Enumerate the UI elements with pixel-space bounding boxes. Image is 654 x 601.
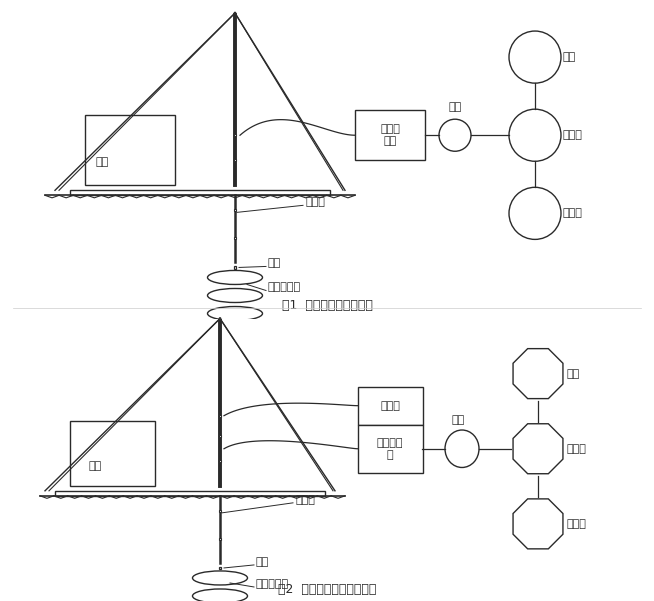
Text: 浆桶: 浆桶 <box>451 415 464 425</box>
Text: 注浆管: 注浆管 <box>295 495 315 505</box>
Bar <box>55 491 325 496</box>
Text: 喷头: 喷头 <box>256 557 269 567</box>
Bar <box>358 386 422 425</box>
Text: 高压泥浆
泵: 高压泥浆 泵 <box>377 438 404 460</box>
Ellipse shape <box>192 571 247 585</box>
Circle shape <box>509 188 561 239</box>
Bar <box>70 191 330 195</box>
Ellipse shape <box>207 307 262 320</box>
Bar <box>70 421 155 486</box>
Text: 水箱: 水箱 <box>566 368 579 379</box>
Bar <box>233 159 236 161</box>
Bar <box>355 110 425 160</box>
Text: 钻机: 钻机 <box>88 461 101 471</box>
Bar <box>219 567 221 569</box>
Bar <box>218 435 221 436</box>
Text: 注浆管: 注浆管 <box>305 197 325 207</box>
Bar <box>218 510 221 511</box>
Text: 喷头: 喷头 <box>268 258 281 269</box>
Polygon shape <box>513 424 563 474</box>
Ellipse shape <box>192 589 247 601</box>
Circle shape <box>219 318 221 319</box>
Text: 高压泥
浆泵: 高压泥 浆泵 <box>380 124 400 146</box>
Circle shape <box>509 109 561 161</box>
Bar <box>233 210 236 212</box>
Bar <box>218 460 221 462</box>
Text: 搅拌机: 搅拌机 <box>566 444 587 454</box>
Ellipse shape <box>207 288 262 302</box>
Text: 旋喷固结体: 旋喷固结体 <box>268 282 301 293</box>
Text: 水箱: 水箱 <box>562 52 576 62</box>
Text: 旋喷固结体: 旋喷固结体 <box>256 579 289 589</box>
Bar <box>85 115 175 185</box>
Bar <box>358 425 422 473</box>
Ellipse shape <box>439 119 471 151</box>
Polygon shape <box>513 349 563 398</box>
Text: 搅拌机: 搅拌机 <box>562 130 582 140</box>
Text: 水泥仓: 水泥仓 <box>562 209 582 218</box>
Text: 空压机: 空压机 <box>380 401 400 410</box>
Ellipse shape <box>207 325 262 338</box>
Circle shape <box>234 12 236 14</box>
Text: 浆桶: 浆桶 <box>449 102 462 112</box>
Circle shape <box>509 31 561 83</box>
Polygon shape <box>513 499 563 549</box>
Text: 水泥仓: 水泥仓 <box>566 519 587 529</box>
Text: 图2  二重管旋喷注浆示意图: 图2 二重管旋喷注浆示意图 <box>278 583 376 596</box>
Text: 图1  单管旋喷注浆示意图: 图1 单管旋喷注浆示意图 <box>282 299 372 311</box>
Bar <box>234 266 236 269</box>
Bar <box>218 538 221 540</box>
Text: 钻机: 钻机 <box>95 157 109 167</box>
Bar <box>233 134 236 136</box>
Bar <box>218 415 221 416</box>
Ellipse shape <box>445 430 479 468</box>
Ellipse shape <box>207 270 262 284</box>
Bar <box>233 237 236 239</box>
